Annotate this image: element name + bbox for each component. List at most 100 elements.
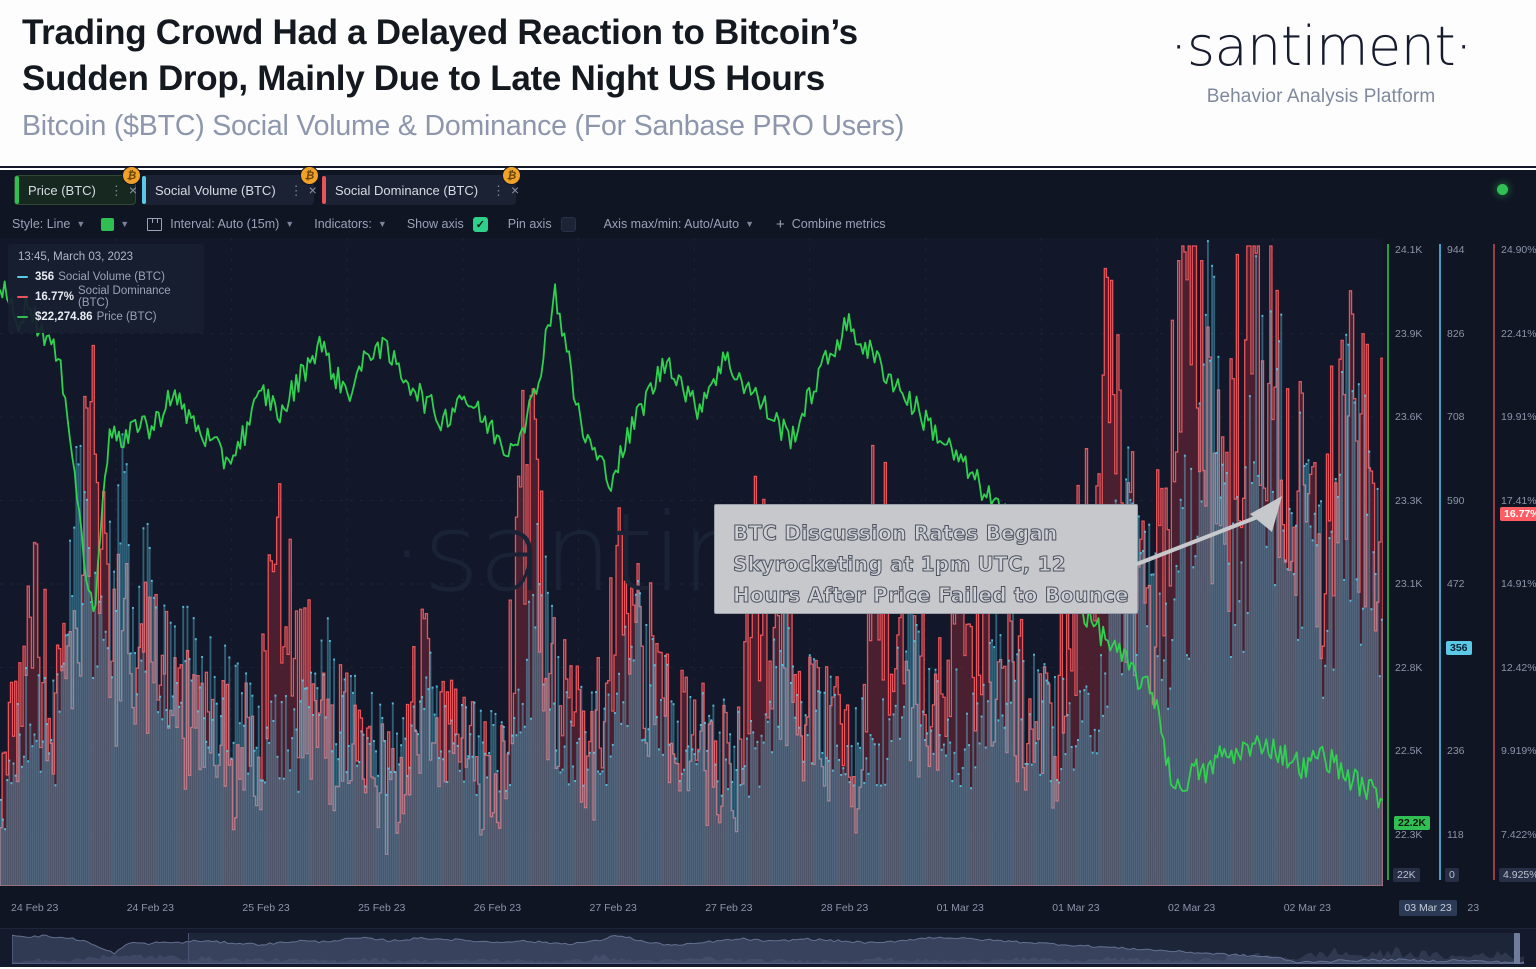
close-icon[interactable]: × xyxy=(308,182,317,198)
annotation-line-2: Skyrocketing at 1pm UTC, 12 xyxy=(733,552,1067,577)
axis-tick-label: 22.3K xyxy=(1395,828,1423,841)
metric-tab-1[interactable]: Price (BTC) ⋮ × xyxy=(14,175,138,205)
chevron-down-icon: ▼ xyxy=(120,219,130,229)
navigator-selection[interactable] xyxy=(188,933,1518,964)
legend-color-dash xyxy=(17,295,28,299)
axis-base-label: 22K xyxy=(1393,868,1420,882)
legend-color-dash xyxy=(17,315,28,319)
right-axes-group: 24.1K 23.9K 23.6K 23.3K 23.1K 22.8K 22.5K 22.3K… xyxy=(1383,238,1536,886)
legend-series-name: Price (BTC) xyxy=(96,311,157,323)
tab-accent-bar xyxy=(15,176,19,204)
header-text-block: Trading Crowd Had a Delayed Reaction to … xyxy=(22,10,1152,144)
legend-value: $22,274.86 xyxy=(35,311,93,323)
page-subtitle: Bitcoin ($BTC) Social Volume & Dominance… xyxy=(22,110,905,142)
show-axis-label: Show axis xyxy=(406,217,464,231)
show-axis-toggle[interactable]: Show axis ✓ xyxy=(406,216,488,232)
chart-control-bar: Style: Line ▼ ▼ Interval: Auto (15m) ▼ I… xyxy=(0,210,1536,238)
axis-tick-label: 118 xyxy=(1447,828,1464,841)
chart-canvas xyxy=(0,238,1383,886)
axis-maxmin-selector[interactable]: Axis max/min: Auto/Auto ▼ xyxy=(604,217,754,231)
tab-label: Price (BTC) xyxy=(28,182,96,198)
chart-plot-area[interactable]: ·santiment· xyxy=(0,238,1383,886)
axis-tick-label: 23.3K xyxy=(1395,494,1423,507)
axis-tick-label: 22.41% xyxy=(1501,327,1536,340)
tab-accent-bar xyxy=(142,176,146,204)
navigator-right-handle[interactable] xyxy=(1514,933,1520,964)
x-axis-label: 27 Feb 23 xyxy=(589,902,637,914)
pro-badge-icon: ₿ xyxy=(122,166,141,185)
chart-annotation-box: BTC Discussion Rates Began Skyrocketing … xyxy=(714,504,1138,614)
annotation-line-1: BTC Discussion Rates Began xyxy=(733,521,1058,546)
axis-base-label: 4.925% xyxy=(1499,868,1536,882)
combine-metrics-label: Combine metrics xyxy=(791,217,886,231)
axis-tick-label: 23.6K xyxy=(1395,411,1423,423)
navigator-track[interactable] xyxy=(11,933,1525,965)
axis-tick-label: 826 xyxy=(1447,327,1465,340)
metric-tab-strip: Price (BTC) ⋮ × ₿ Social Volume (BTC) ⋮ × ₿ Soci… xyxy=(0,166,1536,210)
chart-application: Price (BTC) ⋮ × ₿ Social Volume (BTC) ⋮ × ₿ Soci… xyxy=(0,166,1536,967)
axis-tick-label: 708 xyxy=(1447,411,1465,423)
tab-menu-icon[interactable]: ⋮ xyxy=(492,182,506,198)
x-axis-label: 25 Feb 23 xyxy=(358,902,406,914)
interval-label: Interval: Auto (15m) xyxy=(170,217,280,231)
brand-tagline: Behavior Analysis Platform xyxy=(1206,86,1436,107)
axis-line xyxy=(1439,244,1441,880)
series-price xyxy=(0,280,1383,809)
color-swatch xyxy=(101,217,115,231)
axis-tick-label: 19.91% xyxy=(1501,411,1536,423)
axis-tick-label: 236 xyxy=(1447,745,1465,757)
pin-axis-toggle[interactable]: Pin axis xyxy=(507,216,576,232)
x-axis-current-label: 03 Mar 23 xyxy=(1399,900,1457,916)
indicators-selector[interactable]: Indicators: ▼ xyxy=(314,217,387,231)
axis-tick-label: 7.422% xyxy=(1501,828,1536,841)
navigator-sparkline xyxy=(11,934,1525,965)
interval-selector[interactable]: Interval: Auto (15m) ▼ xyxy=(147,217,294,231)
legend-color-dash xyxy=(17,275,28,279)
combine-metrics-button[interactable]: + Combine metrics xyxy=(776,217,886,232)
metric-tab-2[interactable]: Social Volume (BTC) ⋮ × xyxy=(142,175,317,205)
legend-value: 356 xyxy=(35,271,55,283)
legend-timestamp: 13:45, March 03, 2023 xyxy=(18,251,134,263)
axis-tick-label: 14.91% xyxy=(1501,578,1536,590)
pro-badge-icon: ₿ xyxy=(300,166,319,185)
axis-line xyxy=(1387,244,1389,880)
close-icon[interactable]: × xyxy=(128,182,138,198)
tab-menu-icon[interactable]: ⋮ xyxy=(289,182,303,198)
axis-tick-label: 17.41% xyxy=(1501,494,1536,507)
legend-rows: 356 Social Volume (BTC) 16.77% Social Domin… xyxy=(17,271,195,323)
axis-tick-label: 22.5K xyxy=(1395,745,1423,757)
tab-label: Social Dominance (BTC) xyxy=(335,182,479,198)
legend-row: $22,274.86 Price (BTC) xyxy=(17,311,195,323)
axis-current-value-badge: 16.77% xyxy=(1500,507,1536,521)
tab-menu-icon[interactable]: ⋮ xyxy=(109,182,123,198)
close-icon[interactable]: × xyxy=(511,182,520,198)
axis-tick-label: 590 xyxy=(1447,494,1465,507)
axis-tick-label: 22.8K xyxy=(1395,661,1423,674)
axis-tick-label: 9.919% xyxy=(1501,745,1536,757)
indicators-label: Indicators: xyxy=(314,217,372,231)
checkbox-unchecked-icon xyxy=(560,216,576,232)
range-navigator[interactable] xyxy=(0,928,1536,967)
axis-price[interactable]: 24.1K 23.9K 23.6K 23.3K 23.1K 22.8K 22.5K 22.3K… xyxy=(1387,238,1437,886)
axis-social-volume[interactable]: 944 826 708 590 472 236 118 0 356 xyxy=(1439,238,1489,886)
calendar-icon xyxy=(147,217,163,231)
x-axis-label: 25 Feb 23 xyxy=(242,902,290,914)
axis-tick-label: 23.9K xyxy=(1395,327,1423,340)
pro-badge-icon: ₿ xyxy=(502,166,521,185)
pin-axis-label: Pin axis xyxy=(507,217,552,231)
axis-tick-label: 12.42% xyxy=(1501,661,1536,674)
axis-tick-label: 472 xyxy=(1447,578,1465,590)
legend-row: 16.77% Social Dominance (BTC) xyxy=(17,285,195,309)
axis-social-dominance[interactable]: 24.90% 22.41% 19.91% 17.41% 14.91% 12.42% 9.91… xyxy=(1493,238,1536,886)
page-title: Trading Crowd Had a Delayed Reaction to … xyxy=(22,13,858,98)
live-status-dot xyxy=(1497,184,1508,195)
metric-tab-3[interactable]: Social Dominance (BTC) ⋮ × xyxy=(322,175,520,205)
series-color-picker[interactable]: ▼ xyxy=(101,217,130,231)
style-selector[interactable]: Style: Line ▼ xyxy=(12,217,85,231)
chart-legend-tooltip: 13:45, March 03, 2023 356 Social Volume (… xyxy=(8,244,204,333)
x-axis-label: 24 Feb 23 xyxy=(11,902,59,914)
axis-maxmin-label: Axis max/min: Auto/Auto xyxy=(603,217,740,231)
x-axis-label: 01 Mar 23 xyxy=(1052,902,1100,914)
legend-series-name: Social Dominance (BTC) xyxy=(78,285,171,309)
x-axis-label: 26 Feb 23 xyxy=(473,902,522,914)
